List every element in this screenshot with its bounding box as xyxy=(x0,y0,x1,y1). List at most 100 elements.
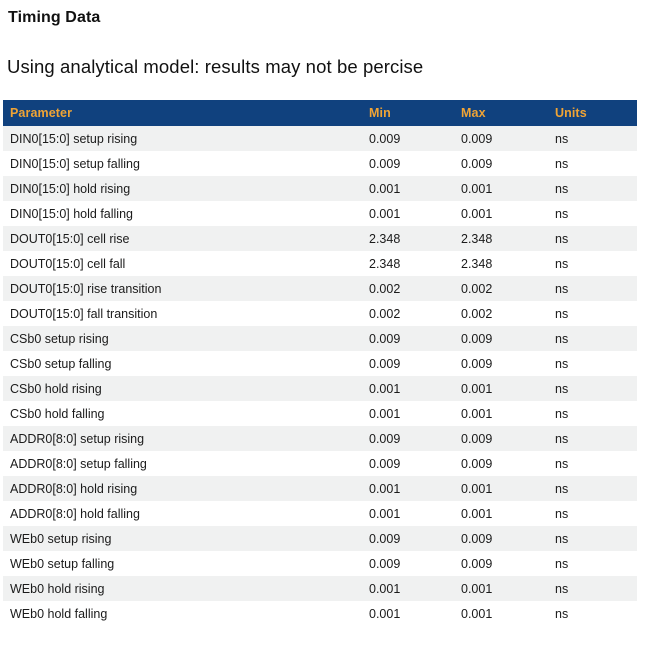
table-row: DOUT0[15:0] rise transition 0.002 0.002 ns xyxy=(3,276,637,301)
cell-min: 0.002 xyxy=(369,281,401,296)
cell-min: 2.348 xyxy=(369,256,401,271)
cell-max: 0.009 xyxy=(461,331,493,346)
timing-table: Parameter Min Max Units DIN0[15:0] setup… xyxy=(3,100,637,626)
cell-min: 0.009 xyxy=(369,556,401,571)
cell-max: 0.001 xyxy=(461,206,493,221)
cell-units: ns xyxy=(555,256,569,271)
cell-parameter: ADDR0[8:0] setup falling xyxy=(10,456,147,471)
cell-max: 0.009 xyxy=(461,156,493,171)
cell-max: 0.009 xyxy=(461,556,493,571)
cell-max: 0.009 xyxy=(461,131,493,146)
cell-parameter: ADDR0[8:0] hold rising xyxy=(10,481,138,496)
cell-parameter: DOUT0[15:0] cell fall xyxy=(10,256,126,271)
cell-parameter: DIN0[15:0] setup rising xyxy=(10,131,138,146)
cell-max: 0.009 xyxy=(461,456,493,471)
cell-units: ns xyxy=(555,156,569,171)
cell-min: 0.009 xyxy=(369,331,401,346)
cell-max: 2.348 xyxy=(461,256,493,271)
page-title: Timing Data xyxy=(8,9,101,26)
cell-parameter: DOUT0[15:0] rise transition xyxy=(10,281,162,296)
cell-units: ns xyxy=(555,556,569,571)
cell-units: ns xyxy=(555,231,569,246)
cell-units: ns xyxy=(555,381,569,396)
cell-min: 0.009 xyxy=(369,456,401,471)
cell-max: 0.001 xyxy=(461,406,493,421)
cell-parameter: ADDR0[8:0] hold falling xyxy=(10,506,140,521)
table-row: WEb0 hold rising 0.001 0.001 ns xyxy=(3,576,637,601)
cell-max: 0.001 xyxy=(461,606,493,621)
table-row: ADDR0[8:0] hold rising 0.001 0.001 ns xyxy=(3,476,637,501)
cell-parameter: ADDR0[8:0] setup rising xyxy=(10,431,145,446)
cell-units: ns xyxy=(555,206,569,221)
cell-parameter: CSb0 hold falling xyxy=(10,406,105,421)
column-header-units: Units xyxy=(548,100,637,126)
cell-min: 0.002 xyxy=(369,306,401,321)
column-header-min: Min xyxy=(362,100,454,126)
cell-parameter: WEb0 hold rising xyxy=(10,581,105,596)
cell-min: 0.009 xyxy=(369,156,401,171)
table-row: DIN0[15:0] setup falling 0.009 0.009 ns xyxy=(3,151,637,176)
cell-units: ns xyxy=(555,356,569,371)
cell-units: ns xyxy=(555,431,569,446)
cell-max: 0.002 xyxy=(461,306,493,321)
table-row: DIN0[15:0] setup rising 0.009 0.009 ns xyxy=(3,126,637,151)
cell-max: 0.001 xyxy=(461,181,493,196)
timing-data-page: Timing Data Using analytical model: resu… xyxy=(0,9,650,646)
cell-min: 2.348 xyxy=(369,231,401,246)
cell-units: ns xyxy=(555,456,569,471)
table-row: DOUT0[15:0] cell fall 2.348 2.348 ns xyxy=(3,251,637,276)
table-row: CSb0 setup rising 0.009 0.009 ns xyxy=(3,326,637,351)
cell-max: 0.001 xyxy=(461,581,493,596)
cell-max: 0.009 xyxy=(461,531,493,546)
page-subtitle: Using analytical model: results may not … xyxy=(7,56,424,77)
cell-min: 0.001 xyxy=(369,606,401,621)
cell-min: 0.001 xyxy=(369,481,401,496)
cell-max: 0.009 xyxy=(461,431,493,446)
cell-min: 0.009 xyxy=(369,131,401,146)
cell-min: 0.009 xyxy=(369,531,401,546)
cell-min: 0.001 xyxy=(369,381,401,396)
table-row: WEb0 setup rising 0.009 0.009 ns xyxy=(3,526,637,551)
table-row: DOUT0[15:0] fall transition 0.002 0.002 ns xyxy=(3,301,637,326)
table-row: CSb0 setup falling 0.009 0.009 ns xyxy=(3,351,637,376)
column-header-parameter: Parameter xyxy=(3,100,362,126)
cell-parameter: WEb0 setup rising xyxy=(10,531,112,546)
cell-units: ns xyxy=(555,131,569,146)
cell-parameter: DOUT0[15:0] fall transition xyxy=(10,306,158,321)
table-row: DIN0[15:0] hold falling 0.001 0.001 ns xyxy=(3,201,637,226)
cell-units: ns xyxy=(555,506,569,521)
cell-max: 2.348 xyxy=(461,231,493,246)
cell-min: 0.009 xyxy=(369,431,401,446)
cell-units: ns xyxy=(555,331,569,346)
cell-units: ns xyxy=(555,481,569,496)
table-row: DOUT0[15:0] cell rise 2.348 2.348 ns xyxy=(3,226,637,251)
cell-parameter: DIN0[15:0] setup falling xyxy=(10,156,140,171)
cell-units: ns xyxy=(555,531,569,546)
cell-max: 0.001 xyxy=(461,481,493,496)
cell-parameter: CSb0 setup rising xyxy=(10,331,109,346)
cell-max: 0.009 xyxy=(461,356,493,371)
cell-parameter: WEb0 setup falling xyxy=(10,556,115,571)
cell-min: 0.001 xyxy=(369,206,401,221)
cell-parameter: DIN0[15:0] hold rising xyxy=(10,181,131,196)
table-row: CSb0 hold falling 0.001 0.001 ns xyxy=(3,401,637,426)
table-row: ADDR0[8:0] setup falling 0.009 0.009 ns xyxy=(3,451,637,476)
cell-min: 0.001 xyxy=(369,181,401,196)
column-header-max: Max xyxy=(454,100,548,126)
cell-max: 0.002 xyxy=(461,281,493,296)
cell-units: ns xyxy=(555,581,569,596)
table-row: CSb0 hold rising 0.001 0.001 ns xyxy=(3,376,637,401)
cell-min: 0.001 xyxy=(369,581,401,596)
table-row: WEb0 setup falling 0.009 0.009 ns xyxy=(3,551,637,576)
cell-max: 0.001 xyxy=(461,381,493,396)
cell-units: ns xyxy=(555,406,569,421)
table-header-row: Parameter Min Max Units xyxy=(3,100,637,126)
cell-min: 0.001 xyxy=(369,506,401,521)
cell-parameter: CSb0 setup falling xyxy=(10,356,112,371)
table-row: ADDR0[8:0] setup rising 0.009 0.009 ns xyxy=(3,426,637,451)
table-row: ADDR0[8:0] hold falling 0.001 0.001 ns xyxy=(3,501,637,526)
cell-units: ns xyxy=(555,281,569,296)
cell-min: 0.009 xyxy=(369,356,401,371)
cell-max: 0.001 xyxy=(461,506,493,521)
cell-parameter: DIN0[15:0] hold falling xyxy=(10,206,133,221)
